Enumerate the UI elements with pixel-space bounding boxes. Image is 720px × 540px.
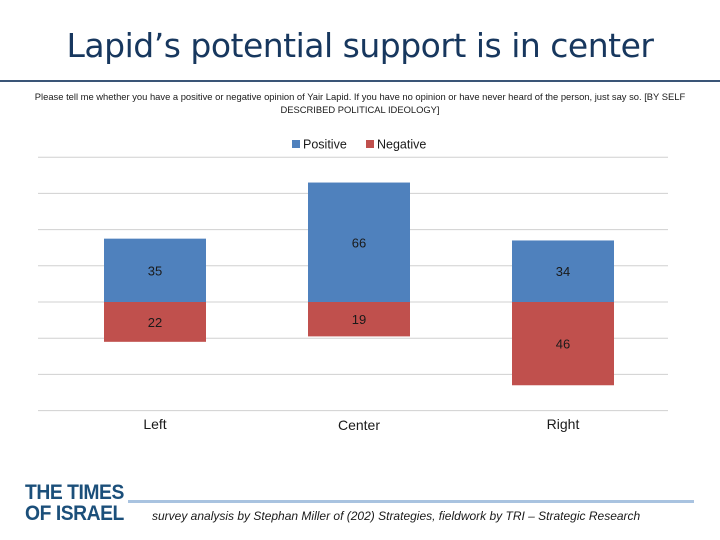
title-divider	[0, 80, 720, 82]
legend-swatch-positive	[292, 140, 300, 148]
logo-line-2: OF ISRAEL	[25, 502, 124, 525]
data-label-positive: 66	[352, 235, 366, 250]
legend-label-negative: Negative	[377, 138, 426, 152]
data-label-negative: 22	[148, 315, 162, 330]
category-axis: Left Center Right	[143, 416, 579, 433]
data-label-negative: 19	[352, 312, 366, 327]
bar-positive-right	[512, 240, 614, 302]
data-label-positive: 34	[556, 264, 570, 279]
bar-negative-center	[308, 302, 410, 337]
x-tick-label: Left	[143, 416, 166, 432]
legend: Positive Negative	[292, 138, 426, 152]
legend-label-positive: Positive	[303, 138, 347, 152]
stacked-bar-chart: 35 22 66 19 34 46 Left Center Right Positive Ne…	[38, 138, 668, 433]
bars	[104, 182, 614, 386]
bar-positive-left	[104, 238, 206, 302]
data-labels: 35 22 66 19 34 46	[148, 235, 570, 351]
times-of-israel-logo: THE TIMES OF ISRAEL	[25, 482, 124, 524]
source-credit: survey analysis by Stephan Miller of (20…	[152, 509, 641, 523]
question-text: Please tell me whether you have a positi…	[34, 91, 686, 115]
logo-line-1: THE TIMES	[25, 481, 124, 504]
bar-negative-right	[512, 302, 614, 386]
legend-swatch-negative	[366, 140, 374, 148]
page-title: Lapid’s potential support is in center	[66, 26, 654, 65]
bar-positive-center	[308, 182, 410, 302]
x-tick-label: Right	[547, 416, 580, 432]
data-label-negative: 46	[556, 337, 570, 352]
bar-negative-left	[104, 302, 206, 342]
x-tick-label: Center	[338, 417, 380, 433]
data-label-positive: 35	[148, 263, 162, 278]
footer-divider	[128, 500, 694, 503]
